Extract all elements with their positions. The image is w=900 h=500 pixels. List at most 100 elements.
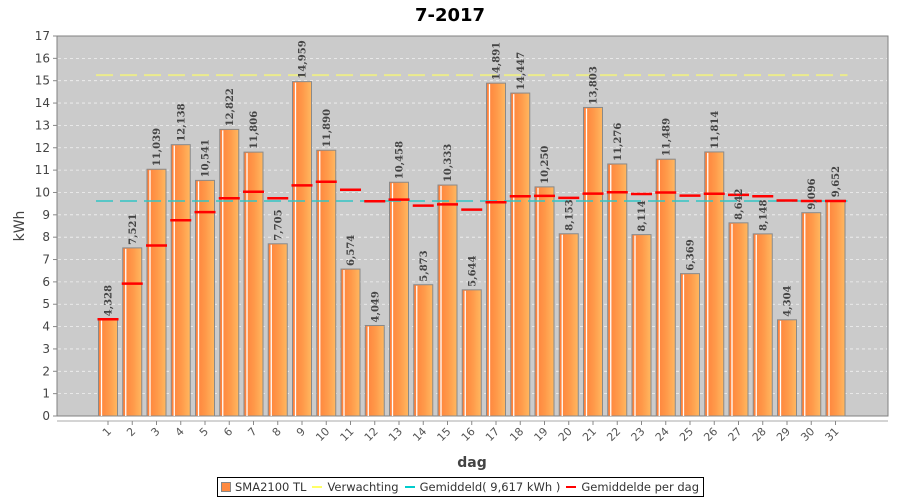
x-tick-label: 5	[197, 425, 211, 439]
y-tick-label: 15	[35, 74, 50, 88]
x-tick-label: 28	[750, 425, 769, 444]
value-label: 11,806	[249, 111, 260, 149]
bar	[122, 247, 143, 417]
x-tick-label: 4	[173, 425, 187, 439]
value-label: 10,541	[201, 139, 212, 177]
x-tick-label: 1	[100, 425, 114, 439]
y-tick-label: 11	[35, 163, 50, 177]
x-tick-label: 22	[604, 425, 623, 444]
value-labels: 4,328 7,521 11,039 12,138 10,541 12,822 11,806…	[104, 40, 843, 322]
bar	[631, 234, 652, 417]
value-label: 10,333	[443, 144, 454, 182]
y-tick-label: 13	[35, 118, 50, 132]
value-label: 13,803	[589, 66, 600, 104]
bar	[486, 82, 506, 417]
y-tick-label: 9	[42, 208, 50, 222]
bar	[461, 289, 482, 417]
bars	[98, 81, 846, 417]
value-label: 14,959	[298, 40, 309, 78]
value-label: 6,574	[346, 235, 357, 266]
value-label: 4,049	[370, 291, 381, 322]
y-tick-label: 16	[35, 51, 50, 65]
value-label: 8,114	[637, 200, 648, 231]
x-tick-label: 10	[313, 425, 332, 444]
y-axis-title: kWh	[12, 211, 28, 242]
value-label: 11,814	[710, 111, 721, 149]
bar	[558, 233, 579, 417]
bar	[437, 184, 458, 417]
x-tick-label: 17	[483, 425, 502, 444]
value-label: 9,096	[807, 178, 818, 209]
bar	[316, 149, 337, 417]
value-label: 10,250	[540, 146, 551, 184]
legend-item-production: SMA2100 TL	[221, 480, 306, 494]
bar	[292, 81, 312, 417]
bar	[728, 222, 749, 417]
legend-label: Gemiddeld( 9,617 kWh )	[419, 480, 561, 494]
bar	[752, 233, 773, 417]
y-tick-label: 14	[35, 96, 50, 110]
y-tick-label: 12	[35, 141, 50, 155]
x-tick-label: 31	[823, 425, 842, 444]
value-label: 14,891	[492, 42, 503, 80]
legend-item-expected: Verwachting	[312, 480, 399, 494]
x-tick-label: 11	[338, 425, 357, 444]
value-label: 12,138	[176, 103, 187, 141]
legend-item-average: Gemiddeld( 9,617 kWh )	[404, 480, 561, 494]
legend-swatch-line	[404, 486, 415, 488]
legend-item-daily-average: Gemiddelde per dag	[566, 480, 699, 494]
y-tick-label: 4	[42, 320, 50, 334]
x-axis-title: dag	[457, 455, 487, 471]
y-tick-label: 6	[42, 275, 50, 289]
value-label: 7,705	[273, 209, 284, 240]
x-tick-label: 13	[386, 425, 405, 444]
x-tick-label: 20	[556, 425, 575, 444]
legend-label: Gemiddelde per dag	[581, 480, 700, 494]
value-label: 8,642	[734, 188, 745, 219]
bar	[267, 243, 288, 417]
x-tick-label: 3	[148, 425, 162, 439]
value-label: 11,039	[152, 128, 163, 166]
x-tick-label: 23	[629, 425, 648, 444]
x-tick-label: 29	[774, 425, 793, 444]
x-tick-label: 26	[701, 425, 720, 444]
y-tick-label: 2	[42, 364, 50, 378]
chart-title: 7-2017	[415, 5, 485, 26]
value-label: 11,489	[661, 118, 672, 156]
x-tick-label: 12	[362, 425, 381, 444]
x-tick-label: 15	[435, 425, 454, 444]
bar	[607, 163, 628, 417]
bar	[510, 92, 531, 417]
y-tick-label: 5	[42, 297, 50, 311]
x-axis-ticks: 1 2 3 4 5 6 7 8 9 10 11 12 13 14 15 16 17 18 19 20 21 22 23 24 2…	[100, 421, 842, 444]
x-tick-label: 27	[726, 425, 745, 444]
legend-swatch-bar	[221, 482, 231, 492]
bar	[534, 186, 555, 417]
value-label: 7,521	[128, 214, 139, 245]
y-tick-label: 1	[42, 387, 50, 401]
value-label: 4,328	[104, 285, 115, 316]
x-tick-label: 25	[677, 425, 696, 444]
bar	[680, 273, 700, 417]
bar	[583, 106, 603, 417]
bar	[655, 158, 676, 417]
value-label: 10,458	[395, 141, 406, 179]
x-tick-label: 8	[270, 425, 284, 439]
x-tick-label: 7	[245, 425, 259, 439]
bar	[195, 179, 215, 417]
y-tick-label: 3	[42, 342, 50, 356]
x-tick-label: 30	[798, 425, 817, 444]
legend-label: Verwachting	[327, 480, 399, 494]
value-label: 5,873	[419, 250, 430, 281]
bar	[340, 268, 361, 417]
reference-lines	[96, 74, 848, 202]
value-label: 8,148	[758, 200, 769, 231]
y-tick-label: 0	[42, 409, 50, 423]
bar	[364, 324, 385, 417]
x-tick-label: 6	[221, 425, 235, 439]
value-label: 11,276	[613, 123, 624, 161]
legend-label: SMA2100 TL	[235, 480, 307, 494]
x-tick-label: 21	[580, 425, 599, 444]
